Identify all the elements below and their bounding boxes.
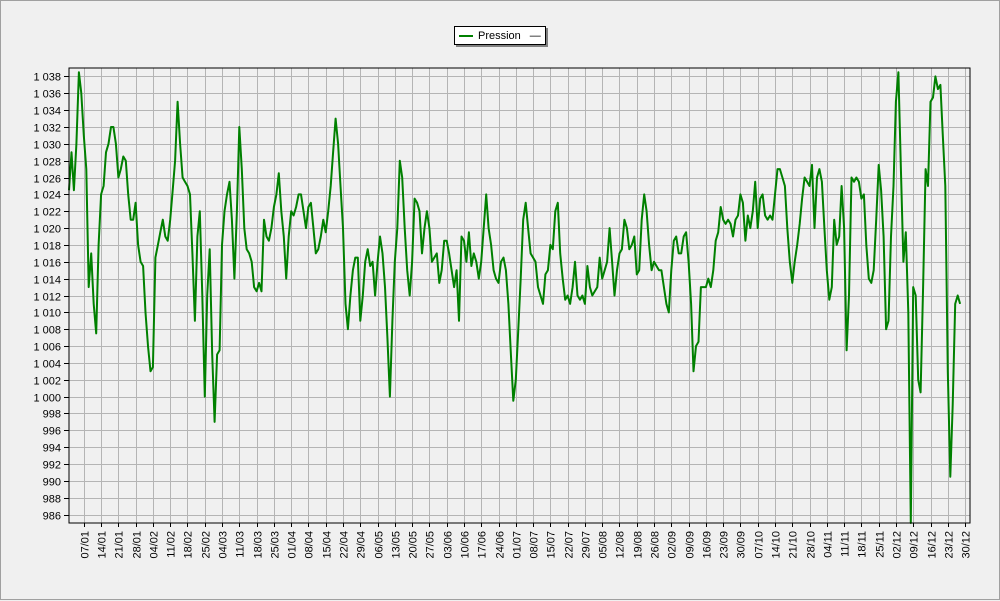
x-tick-label: 11/02 [166,531,178,558]
x-tick-label: 02/09 [667,531,679,559]
y-tick-label: 1 012 [33,292,61,304]
y-tick-label: 1 032 [33,123,61,135]
x-tick-label: 15/07 [546,531,558,559]
legend-separator: — [529,29,541,42]
x-tick-label: 16/12 [927,531,939,559]
x-tick-label: 14/10 [771,531,783,559]
y-tick-label: 990 [43,477,61,489]
legend-swatch-pression [459,34,473,37]
x-tick-label: 19/08 [633,531,645,559]
x-tick-label: 21/10 [788,531,800,559]
y-tick-label: 1 006 [33,342,61,354]
y-tick-label: 1 020 [33,224,61,236]
y-axis: 986 988 990 992 994 996 998 1 000 1 002 1 004 1 00… [33,72,69,523]
y-tick-label: 1 026 [33,174,61,186]
x-tick-label: 23/12 [944,531,956,559]
y-tick-label: 994 [43,443,61,455]
x-tick-label: 04/11 [823,531,835,558]
x-tick-label: 27/05 [425,531,437,559]
x-tick-label: 08/07 [529,531,541,559]
y-tick-label: 992 [43,460,61,472]
x-tick-label: 28/10 [806,531,818,559]
x-tick-label: 29/04 [356,531,368,559]
x-tick-label: 30/12 [961,531,973,559]
x-tick-label: 17/06 [477,531,489,559]
y-tick-label: 988 [43,494,61,506]
series-layer [68,71,962,524]
x-tick-label: 07/01 [80,531,92,559]
y-tick-label: 1 018 [33,241,61,253]
x-tick-label: 21/01 [114,531,126,559]
x-tick-label: 10/06 [460,531,472,559]
x-tick-label: 12/08 [615,531,627,559]
x-tick-label: 15/04 [322,531,334,559]
x-tick-label: 11/11 [840,531,852,557]
series-line-pression [68,71,962,524]
y-tick-label: 1 036 [33,89,61,101]
x-tick-label: 29/07 [581,531,593,559]
y-tick-label: 1 002 [33,376,61,388]
x-tick-label: 06/05 [374,531,386,559]
x-tick-label: 26/08 [650,531,662,559]
y-tick-label: 1 024 [33,190,61,202]
x-tick-label: 02/12 [892,531,904,559]
y-tick-label: 1 038 [33,72,61,84]
y-tick-label: 1 022 [33,207,61,219]
x-tick-label: 09/12 [909,531,921,559]
x-tick-label: 04/03 [218,531,230,559]
x-tick-label: 25/02 [201,531,213,559]
x-tick-label: 22/07 [564,531,576,559]
x-tick-label: 08/04 [304,531,316,559]
x-tick-label: 09/09 [685,531,697,559]
legend-label-pression: Pression [478,29,521,42]
legend: Pression — [454,26,546,45]
y-tick-label: 1 034 [33,106,61,118]
y-tick-label: 1 028 [33,157,61,169]
x-tick-label: 24/06 [495,531,507,559]
x-tick-label: 07/10 [754,531,766,559]
y-tick-label: 1 014 [33,275,61,287]
x-tick-label: 04/02 [149,531,161,559]
x-tick-label: 22/04 [339,531,351,559]
x-tick-label: 25/03 [270,531,282,559]
x-tick-label: 20/05 [408,531,420,559]
y-tick-label: 998 [43,409,61,421]
x-tick-label: 28/01 [132,531,144,559]
x-tick-label: 25/11 [875,531,887,558]
x-tick-label: 01/04 [287,531,299,559]
x-tick-label: 03/06 [443,531,455,559]
x-tick-label: 30/09 [736,531,748,559]
y-tick-label: 996 [43,426,61,438]
x-tick-label: 14/01 [97,531,109,559]
x-tick-label: 11/03 [235,531,247,558]
y-tick-label: 986 [43,511,61,523]
x-tick-label: 13/05 [391,531,403,559]
x-tick-label: 18/03 [253,531,265,559]
plot-border [68,67,971,524]
x-tick-label: 23/09 [719,531,731,559]
x-tick-label: 18/11 [857,531,869,558]
x-tick-label: 05/08 [598,531,610,559]
y-tick-label: 1 008 [33,325,61,337]
y-tick-label: 1 010 [33,308,61,320]
y-tick-label: 1 004 [33,359,61,371]
y-tick-label: 1 000 [33,393,61,405]
y-tick-label: 1 016 [33,258,61,270]
x-tick-label: 16/09 [702,531,714,559]
y-tick-label: 1 030 [33,140,61,152]
x-tick-label: 01/07 [512,531,524,559]
x-axis: 07/01 14/01 21/01 28/01 04/02 11/02 18/02 25/02… [80,523,973,559]
x-tick-label: 18/02 [183,531,195,559]
